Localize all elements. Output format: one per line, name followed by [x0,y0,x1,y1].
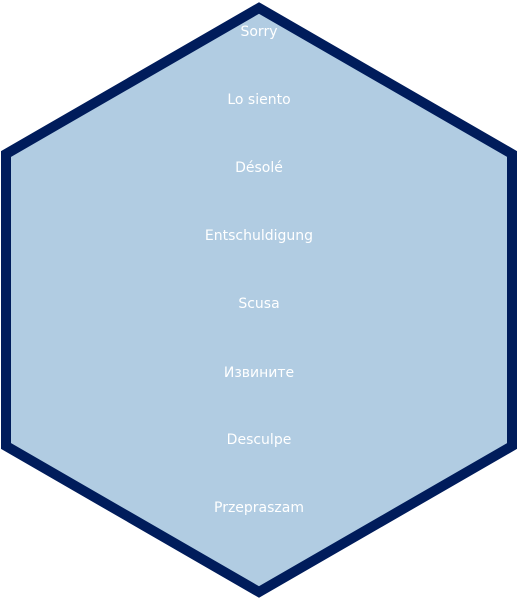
phrase-8: Przepraszam [214,500,304,516]
phrase-desole: Désolé [235,160,283,176]
phrase-sorry: Sorry [240,24,278,40]
phrase-lo-siento: Lo siento [227,92,291,108]
phrase-izvinite: Извините [223,365,295,381]
phrase-7: Desculpe [226,432,292,448]
phrase-4: Entschuldigung [204,228,314,244]
phrase-5: Scusa [238,296,280,312]
